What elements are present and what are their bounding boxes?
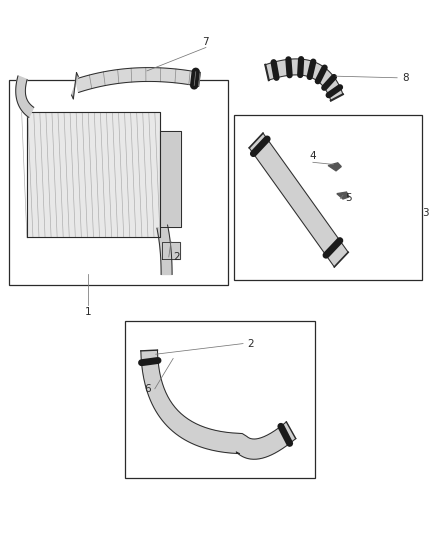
Text: 3: 3 xyxy=(422,208,429,219)
Polygon shape xyxy=(27,112,160,237)
Text: 2: 2 xyxy=(173,252,180,262)
Text: 7: 7 xyxy=(203,37,209,47)
Bar xyxy=(10,80,228,285)
Polygon shape xyxy=(162,241,180,259)
Polygon shape xyxy=(328,163,341,171)
Polygon shape xyxy=(160,131,181,227)
Polygon shape xyxy=(71,72,78,99)
Polygon shape xyxy=(141,350,296,459)
Polygon shape xyxy=(337,192,349,199)
Text: 6: 6 xyxy=(145,384,151,394)
Text: 1: 1 xyxy=(85,306,92,317)
Polygon shape xyxy=(157,225,172,274)
Text: 4: 4 xyxy=(310,151,316,161)
Text: 2: 2 xyxy=(247,338,254,349)
Bar xyxy=(125,321,315,478)
Text: 5: 5 xyxy=(346,193,352,204)
Text: 8: 8 xyxy=(403,73,409,83)
Bar xyxy=(234,115,422,280)
Polygon shape xyxy=(76,68,200,92)
Polygon shape xyxy=(265,59,343,101)
Polygon shape xyxy=(16,76,34,117)
Polygon shape xyxy=(249,133,348,267)
